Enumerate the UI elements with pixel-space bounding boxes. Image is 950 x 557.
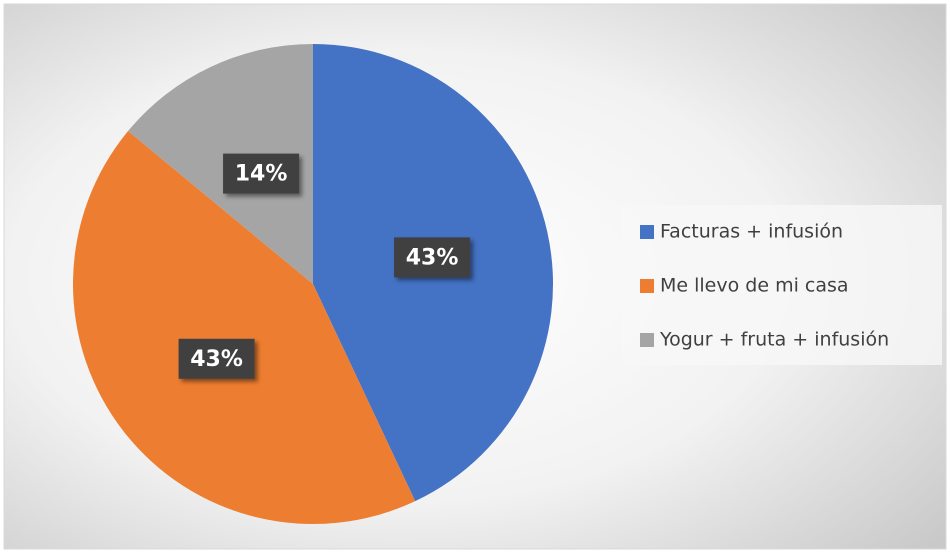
legend-label: Me llevo de mi casa <box>660 275 849 297</box>
pie-slice <box>128 44 313 284</box>
data-label-box <box>178 338 255 379</box>
legend-swatch <box>640 333 654 347</box>
pie-slice <box>72 131 416 524</box>
data-label: 43% <box>190 347 243 372</box>
data-label: 43% <box>406 245 459 270</box>
legend-label: Yogur + fruta + infusión <box>659 329 889 351</box>
data-label: 14% <box>235 162 288 187</box>
legend-swatch <box>640 225 654 239</box>
legend-box <box>622 205 942 365</box>
legend-swatch <box>640 279 654 293</box>
data-label-box <box>223 153 300 194</box>
legend-label: Facturas + infusión <box>660 221 843 243</box>
data-label-box <box>394 237 471 278</box>
